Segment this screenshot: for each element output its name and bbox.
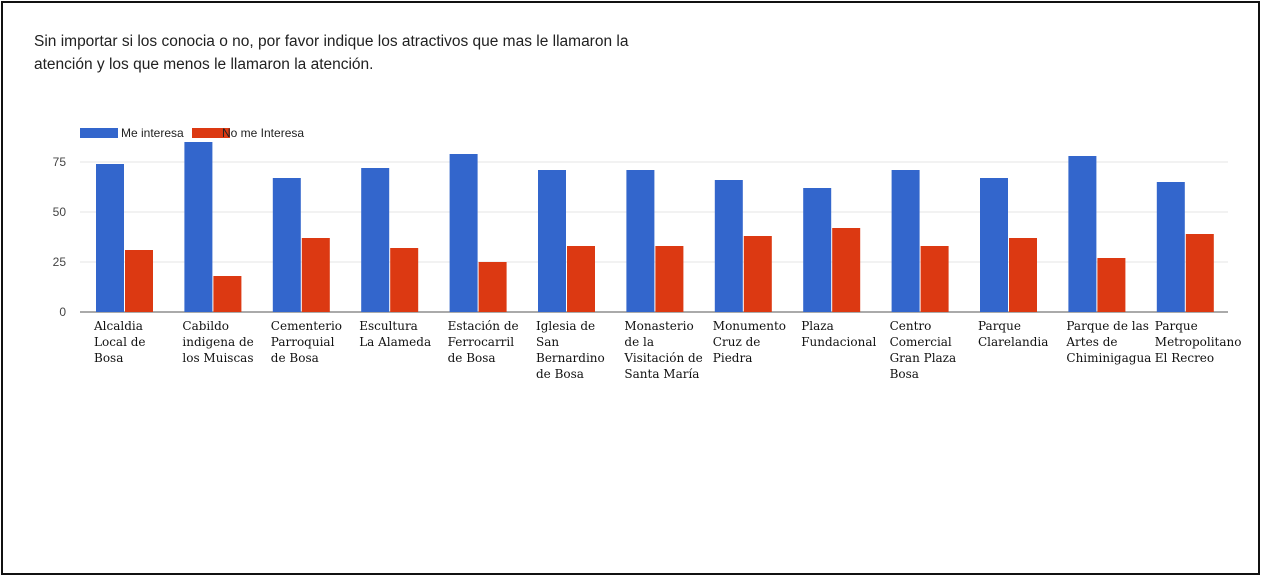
bar-me-interesa xyxy=(1068,156,1097,312)
bar-me-interesa xyxy=(891,170,920,312)
category-label: Monasterio xyxy=(624,319,693,333)
category-label: Cabildo xyxy=(182,319,229,333)
category-label: Gran Plaza xyxy=(890,351,957,365)
bar-me-interesa xyxy=(714,180,743,312)
bar-no-me-interesa xyxy=(920,246,949,312)
category-label: El Recreo xyxy=(1155,351,1214,365)
category-label: de Bosa xyxy=(271,351,319,365)
category-label: Local de xyxy=(94,335,146,349)
category-label: Visitación de xyxy=(623,351,702,365)
category-label: Clarelandia xyxy=(978,335,1048,349)
y-tick-label: 0 xyxy=(59,305,66,319)
bar-no-me-interesa xyxy=(1185,234,1214,312)
y-tick-label: 25 xyxy=(53,255,67,269)
category-label: Parroquial xyxy=(271,335,335,349)
bar-no-me-interesa xyxy=(1009,238,1037,312)
bar-me-interesa xyxy=(361,168,390,312)
category-label: indigena de xyxy=(182,335,253,349)
category-label: Plaza xyxy=(801,319,834,333)
legend-label-me-interesa: Me interesa xyxy=(121,126,184,140)
bar-no-me-interesa xyxy=(567,246,595,312)
bar-no-me-interesa xyxy=(832,228,861,312)
bar-me-interesa xyxy=(272,178,301,312)
category-label: Alcaldia xyxy=(93,319,143,333)
bar-no-me-interesa xyxy=(301,238,330,312)
category-label: Escultura xyxy=(359,319,418,333)
bar-me-interesa xyxy=(803,188,832,312)
category-label: Estación de xyxy=(448,319,519,333)
category-label: Bernardino xyxy=(536,351,605,365)
category-label: Artes de xyxy=(1065,335,1117,349)
category-label: de Bosa xyxy=(448,351,496,365)
bar-me-interesa xyxy=(538,170,566,312)
bar-no-me-interesa xyxy=(743,236,772,312)
question-line-2: atención y los que menos le llamaron la … xyxy=(34,56,374,73)
question-line-1: Sin importar si los conocia o no, por fa… xyxy=(34,33,629,50)
category-label: Monumento xyxy=(713,319,786,333)
bar-me-interesa xyxy=(96,164,124,312)
category-label: Centro xyxy=(890,319,932,333)
category-label: Fundacional xyxy=(801,335,876,349)
bar-me-interesa xyxy=(980,178,1008,312)
bar-no-me-interesa xyxy=(390,248,419,312)
category-label: Parque de las xyxy=(1066,319,1149,333)
category-label: Piedra xyxy=(713,351,753,365)
legend-swatch-me-interesa xyxy=(80,128,118,138)
category-label: Parque xyxy=(978,319,1021,333)
bar-no-me-interesa xyxy=(655,246,684,312)
bar-me-interesa xyxy=(184,142,213,312)
bar-me-interesa xyxy=(1156,182,1185,312)
legend-label-no-me-interesa: No me Interesa xyxy=(222,126,304,140)
y-tick-label: 50 xyxy=(53,205,67,219)
bar-no-me-interesa xyxy=(1097,258,1126,312)
category-label: Bosa xyxy=(94,351,123,365)
category-label: de la xyxy=(624,335,654,349)
category-label: San xyxy=(536,335,559,349)
category-label: Chiminigagua xyxy=(1066,351,1151,365)
category-label: Bosa xyxy=(890,367,919,381)
category-label: Santa María xyxy=(624,367,699,381)
category-label: Cementerio xyxy=(271,319,342,333)
bar-no-me-interesa xyxy=(478,262,507,312)
category-label: Metropolitano xyxy=(1155,335,1242,349)
category-label: Ferrocarril xyxy=(448,335,515,349)
category-label: Comercial xyxy=(890,335,952,349)
category-label: Cruz de xyxy=(713,335,761,349)
category-label: los Muiscas xyxy=(182,351,253,365)
category-label: Parque xyxy=(1155,319,1198,333)
bar-no-me-interesa xyxy=(125,250,153,312)
bar-me-interesa xyxy=(626,170,655,312)
y-tick-label: 75 xyxy=(53,155,67,169)
bar-no-me-interesa xyxy=(213,276,242,312)
bar-me-interesa xyxy=(449,154,478,312)
question-text: Sin importar si los conocia o no, por fa… xyxy=(34,30,734,76)
category-label: Iglesia de xyxy=(536,319,595,333)
category-label: La Alameda xyxy=(359,335,431,349)
legend-swatch-no-me-interesa xyxy=(192,128,230,138)
category-label: de Bosa xyxy=(536,367,584,381)
